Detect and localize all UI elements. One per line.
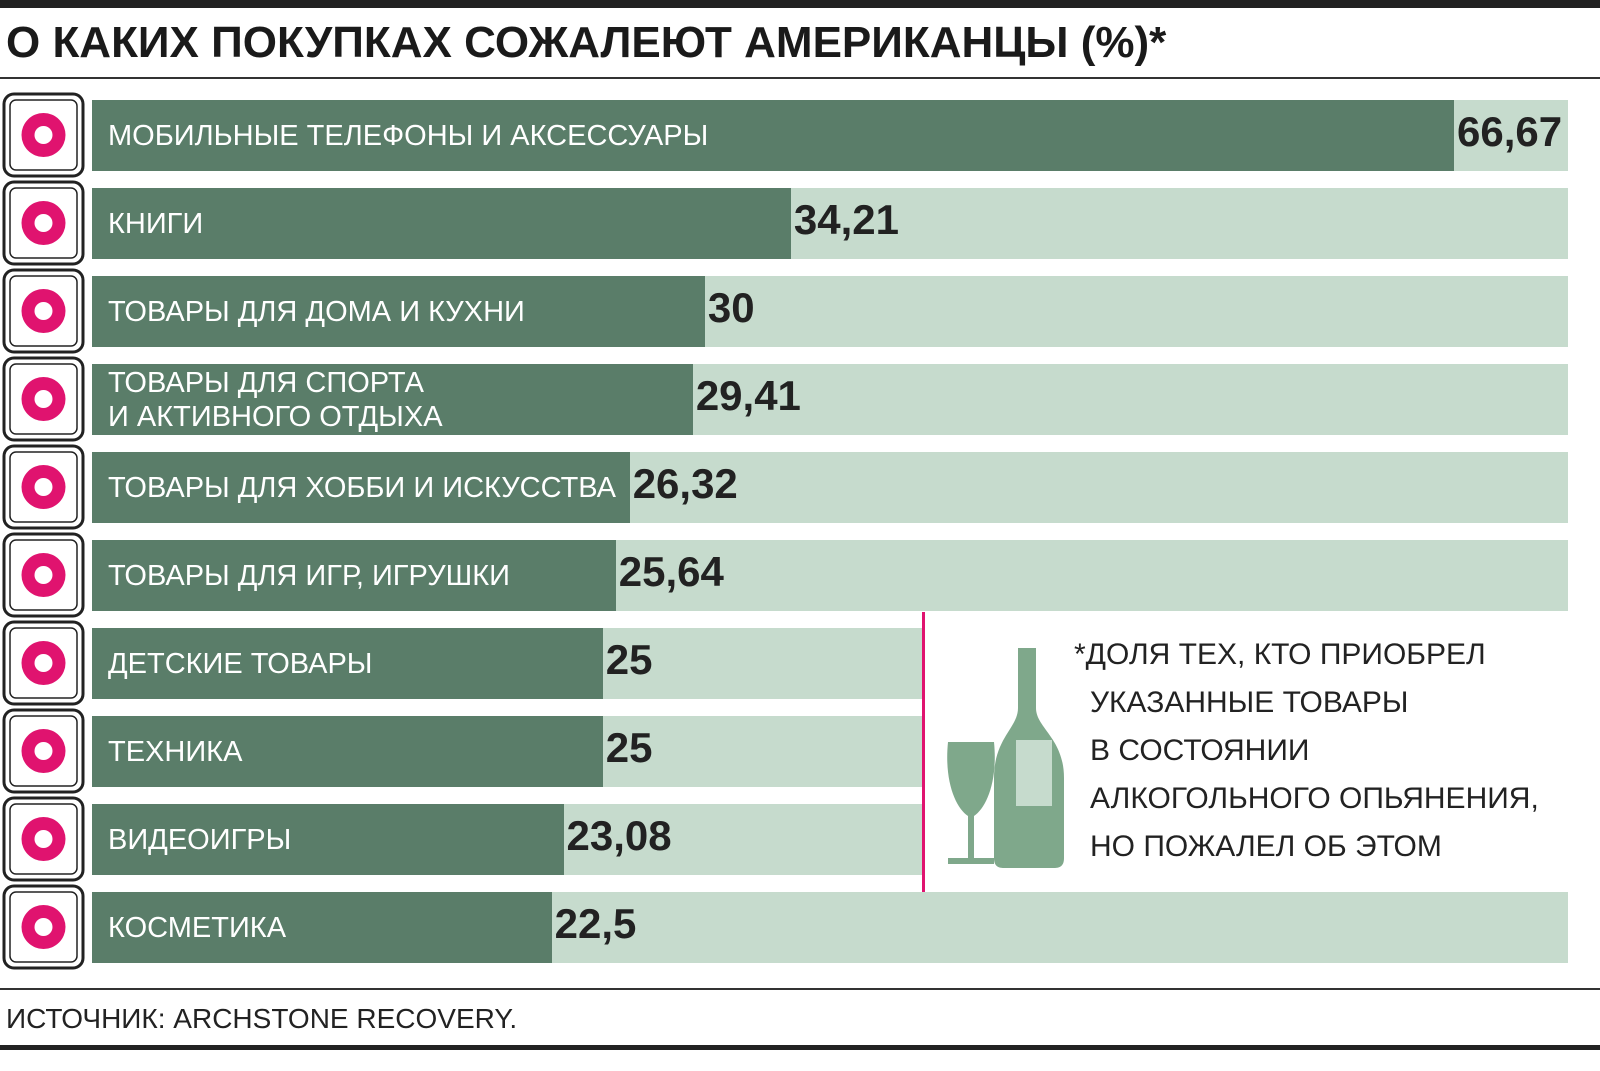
value-label: 29,41 [695,371,801,419]
value-label: 25,64 [618,547,724,595]
category-label: ТОВАРЫ ДЛЯ ДОМА И КУХНИ [108,295,525,328]
icon [34,742,53,760]
category-label: ДЕТСКИЕ ТОВАРЫ [108,647,373,680]
bar [92,364,693,435]
value-label: 34,21 [793,195,899,243]
chart-title: О КАКИХ ПОКУПКАХ СОЖАЛЕЮТ АМЕРИКАНЦЫ (%)… [6,18,1167,67]
note-line: НО ПОЖАЛЕЛ ОБ ЭТОМ [1090,830,1442,863]
note-line: *ДОЛЯ ТЕХ, КТО ПРИОБРЕЛ [1074,638,1486,671]
value-label: 22,5 [554,899,637,947]
icon [34,214,53,232]
bar [92,276,705,347]
category-label: КОСМЕТИКА [108,911,287,944]
icon [34,390,53,408]
rule [0,77,1600,79]
note-line: АЛКОГОЛЬНОГО ОПЬЯНЕНИЯ, [1090,782,1539,815]
icon [9,891,78,963]
bar [92,540,616,611]
bar [92,452,630,523]
icon [34,302,53,320]
bar [92,628,603,699]
value-label: 66,67 [1457,107,1563,155]
note-line: УКАЗАННЫЕ ТОВАРЫ [1090,686,1409,719]
icon [9,539,78,611]
source: ИСТОЧНИК: ARCHSTONE RECOVERY. [6,1003,518,1034]
icon [34,478,53,496]
note-line: В СОСТОЯНИИ [1090,734,1310,767]
bar [92,716,603,787]
icon [34,654,53,672]
category-label: ТОВАРЫ ДЛЯ ХОББИ И ИСКУССТВА [108,471,617,504]
bar [92,892,552,963]
category-label: ТОВАРЫ ДЛЯ СПОРТА И АКТИВНОГО ОТДЫХА [108,366,443,433]
category-label: ТЕХНИКА [108,735,243,768]
value-label: 25 [605,635,653,683]
category-label: ТОВАРЫ ДЛЯ ИГР, ИГРУШКИ [108,559,510,592]
category-label: КНИГИ [108,207,204,240]
rule [0,988,1600,990]
icon [34,566,53,584]
bar [92,188,791,259]
category-label: ВИДЕОИГРЫ [108,823,292,856]
bar [92,100,1454,171]
icon [34,918,53,936]
value-label: 26,32 [632,459,738,507]
bottom-rule [0,1045,1600,1050]
icon [9,363,78,435]
note-divider [922,612,925,894]
icon [34,126,53,144]
icon [9,451,78,523]
value-label: 30 [707,283,755,331]
icon [9,715,78,787]
value-label: 25 [605,723,653,771]
bar [92,804,564,875]
icon [9,187,78,259]
bottle-icon [947,648,1064,868]
icon [9,99,78,171]
category-label: МОБИЛЬНЫЕ ТЕЛЕФОНЫ И АКСЕССУАРЫ [108,119,709,152]
icon [9,275,78,347]
icon [9,627,78,699]
icon [34,830,53,848]
value-label: 23,08 [566,811,672,859]
top-rule [0,0,1600,8]
icon [9,803,78,875]
